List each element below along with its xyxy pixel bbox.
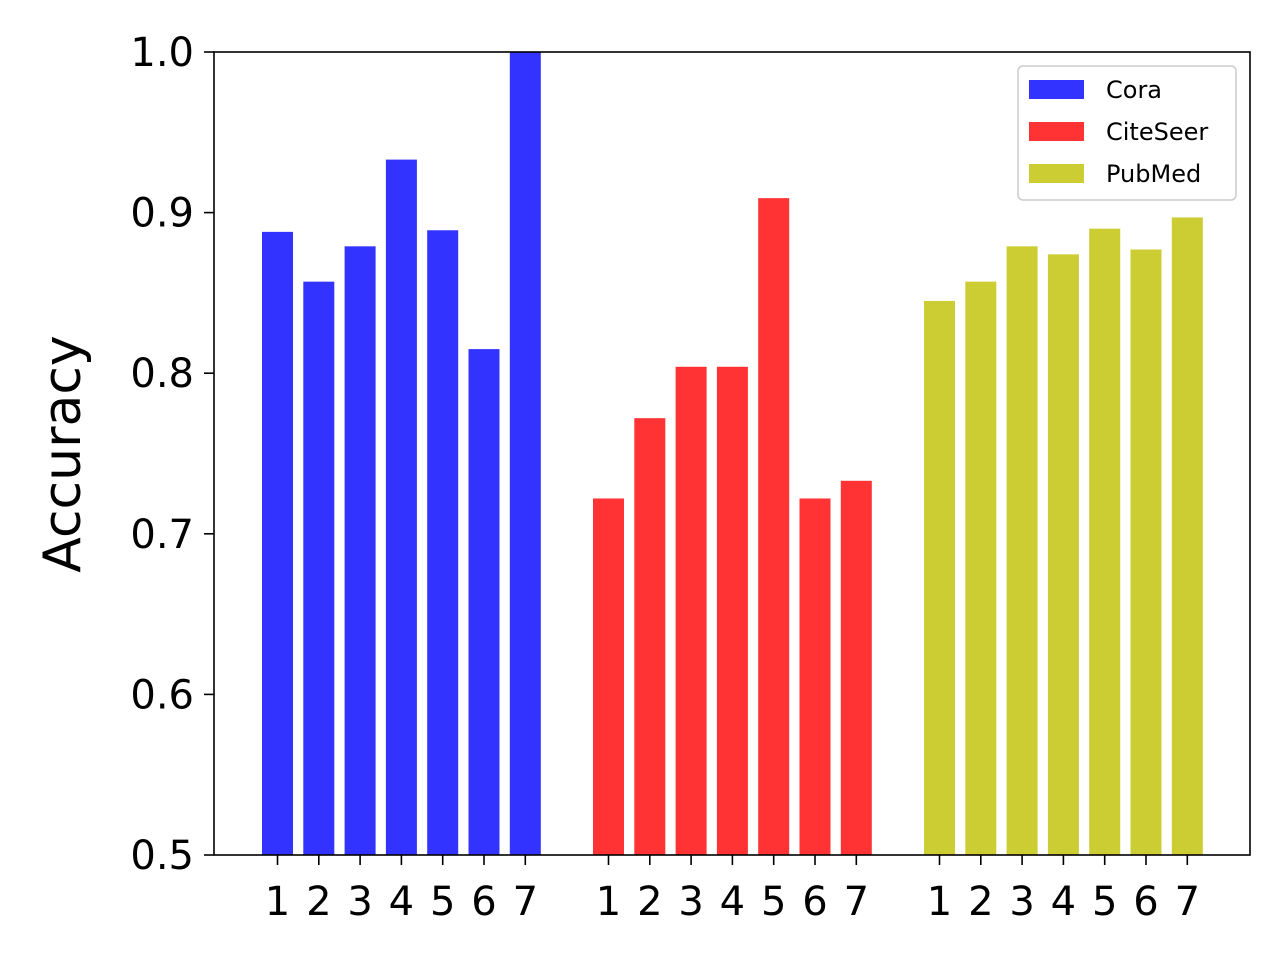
bar-pubmed-5 xyxy=(1089,228,1121,855)
bar-cora-4 xyxy=(385,159,417,856)
bar-citeseer-3 xyxy=(675,366,707,855)
x-tick-label: 5 xyxy=(1092,879,1117,925)
x-tick-label: 7 xyxy=(844,879,869,925)
bar-cora-6 xyxy=(468,349,500,855)
x-tick-label: 2 xyxy=(968,879,993,925)
x-tick-label: 4 xyxy=(389,879,414,925)
bar-citeseer-6 xyxy=(799,498,831,855)
x-tick-label: 1 xyxy=(265,879,290,925)
bar-pubmed-2 xyxy=(965,281,997,856)
bar-cora-3 xyxy=(344,246,376,856)
bar-cora-1 xyxy=(262,231,293,855)
x-tick-label: 6 xyxy=(1133,879,1158,925)
bar-cora-7 xyxy=(509,52,541,855)
bar-citeseer-2 xyxy=(634,418,666,855)
bar-pubmed-3 xyxy=(1006,246,1038,856)
x-tick-label: 6 xyxy=(802,879,827,925)
y-axis: 0.5 0.6 0.7 0.8 0.9 1.0 xyxy=(130,30,214,879)
bar-citeseer-1 xyxy=(593,498,624,855)
y-tick-label: 0.9 xyxy=(130,191,194,237)
x-tick-label: 2 xyxy=(637,879,662,925)
y-tick-label: 0.8 xyxy=(130,351,194,397)
legend: Cora CiteSeer PubMed xyxy=(1017,65,1237,201)
x-tick-label: 7 xyxy=(1175,879,1200,925)
x-tick-label: 2 xyxy=(306,879,331,925)
bar-cora-5 xyxy=(427,230,459,856)
bar-citeseer-5 xyxy=(758,198,790,855)
legend-swatch-pubmed xyxy=(1029,164,1084,183)
legend-swatch-citeseer xyxy=(1029,122,1084,141)
y-tick-label: 0.7 xyxy=(130,512,194,558)
y-tick-label: 0.5 xyxy=(130,833,194,879)
bar-citeseer-7 xyxy=(840,480,872,855)
y-axis-label: Accuracy xyxy=(33,335,93,572)
x-tick-label: 3 xyxy=(678,879,703,925)
legend-label-citeseer: CiteSeer xyxy=(1106,118,1208,146)
bar-pubmed-7 xyxy=(1171,217,1203,856)
bar-pubmed-1 xyxy=(924,300,955,855)
legend-label-cora: Cora xyxy=(1106,76,1162,104)
bar-citeseer-4 xyxy=(716,366,748,855)
x-tick-label: 1 xyxy=(596,879,621,925)
x-tick-label: 5 xyxy=(761,879,786,925)
x-tick-label: 1 xyxy=(927,879,952,925)
x-tick-label: 5 xyxy=(430,879,455,925)
y-tick-label: 1.0 xyxy=(130,30,194,76)
legend-swatch-cora xyxy=(1029,80,1084,99)
x-tick-label: 3 xyxy=(347,879,372,925)
x-tick-label: 7 xyxy=(513,879,538,925)
legend-label-pubmed: PubMed xyxy=(1106,160,1201,188)
x-tick-label: 3 xyxy=(1009,879,1034,925)
x-tick-label: 4 xyxy=(1051,879,1076,925)
x-tick-label: 4 xyxy=(720,879,745,925)
bar-pubmed-6 xyxy=(1130,249,1162,856)
x-tick-label: 6 xyxy=(471,879,496,925)
bar-cora-2 xyxy=(303,281,335,856)
y-tick-label: 0.6 xyxy=(130,672,194,718)
bars-group xyxy=(262,52,1203,856)
bar-pubmed-4 xyxy=(1047,254,1079,855)
